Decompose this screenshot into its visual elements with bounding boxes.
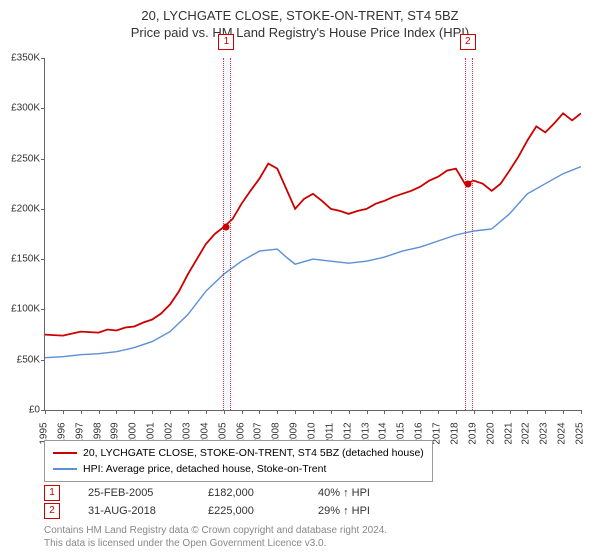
x-tick-mark bbox=[492, 410, 493, 414]
footer-line1: Contains HM Land Registry data © Crown c… bbox=[44, 524, 387, 537]
x-tick-label: 2018 bbox=[449, 419, 460, 449]
y-tick-mark bbox=[41, 360, 45, 361]
x-tick-label: 2019 bbox=[467, 419, 478, 449]
y-tick-mark bbox=[41, 108, 45, 109]
y-tick-label: £300K bbox=[0, 103, 40, 114]
footer: Contains HM Land Registry data © Crown c… bbox=[44, 524, 387, 550]
x-tick-mark bbox=[63, 410, 64, 414]
sale-marker-band bbox=[465, 58, 473, 410]
title-address: 20, LYCHGATE CLOSE, STOKE-ON-TRENT, ST4 … bbox=[0, 8, 600, 23]
y-tick-label: £200K bbox=[0, 203, 40, 214]
x-tick-mark bbox=[188, 410, 189, 414]
x-tick-mark bbox=[116, 410, 117, 414]
y-tick-label: £250K bbox=[0, 153, 40, 164]
y-tick-label: £50K bbox=[0, 354, 40, 365]
x-tick-mark bbox=[224, 410, 225, 414]
y-tick-mark bbox=[41, 209, 45, 210]
x-tick-mark bbox=[331, 410, 332, 414]
sale-price: £182,000 bbox=[208, 487, 318, 499]
footer-line2: This data is licensed under the Open Gov… bbox=[44, 537, 387, 550]
y-tick-label: £150K bbox=[0, 254, 40, 265]
x-tick-label: 2022 bbox=[521, 419, 532, 449]
x-tick-mark bbox=[420, 410, 421, 414]
titles: 20, LYCHGATE CLOSE, STOKE-ON-TRENT, ST4 … bbox=[0, 0, 600, 40]
x-tick-mark bbox=[170, 410, 171, 414]
series-svg bbox=[45, 58, 581, 410]
legend-row-hpi: HPI: Average price, detached house, Stok… bbox=[53, 461, 424, 477]
sale-marker-badge: 2 bbox=[460, 34, 476, 50]
x-tick-mark bbox=[99, 410, 100, 414]
sale-pct-vs-hpi: 29% ↑ HPI bbox=[318, 505, 438, 517]
sale-marker-dot bbox=[223, 223, 230, 230]
x-tick-mark bbox=[456, 410, 457, 414]
sale-row: 1 25-FEB-2005 £182,000 40% ↑ HPI bbox=[44, 484, 438, 502]
x-tick-mark bbox=[581, 410, 582, 414]
x-tick-mark bbox=[277, 410, 278, 414]
y-tick-label: £0 bbox=[0, 405, 40, 416]
legend-label-property: 20, LYCHGATE CLOSE, STOKE-ON-TRENT, ST4 … bbox=[83, 445, 424, 461]
sale-badge: 2 bbox=[44, 503, 60, 519]
x-tick-mark bbox=[295, 410, 296, 414]
x-tick-label: 2017 bbox=[432, 419, 443, 449]
sales-table: 1 25-FEB-2005 £182,000 40% ↑ HPI 2 31-AU… bbox=[44, 484, 438, 520]
y-tick-mark bbox=[41, 159, 45, 160]
legend-swatch-property bbox=[53, 452, 77, 454]
sale-price: £225,000 bbox=[208, 505, 318, 517]
x-tick-mark bbox=[563, 410, 564, 414]
legend-label-hpi: HPI: Average price, detached house, Stok… bbox=[83, 461, 326, 477]
y-tick-mark bbox=[41, 58, 45, 59]
sale-badge: 1 bbox=[44, 485, 60, 501]
x-tick-mark bbox=[402, 410, 403, 414]
legend-swatch-hpi bbox=[53, 468, 77, 470]
legend: 20, LYCHGATE CLOSE, STOKE-ON-TRENT, ST4 … bbox=[44, 440, 433, 482]
x-tick-mark bbox=[384, 410, 385, 414]
x-tick-label: 2020 bbox=[485, 419, 496, 449]
chart-container: 20, LYCHGATE CLOSE, STOKE-ON-TRENT, ST4 … bbox=[0, 0, 600, 560]
x-tick-label: 2025 bbox=[575, 419, 586, 449]
x-tick-mark bbox=[259, 410, 260, 414]
x-tick-label: 2023 bbox=[539, 419, 550, 449]
x-tick-mark bbox=[45, 410, 46, 414]
x-tick-mark bbox=[313, 410, 314, 414]
sale-date: 25-FEB-2005 bbox=[88, 487, 208, 499]
x-tick-mark bbox=[242, 410, 243, 414]
sale-marker-dot bbox=[464, 180, 471, 187]
x-tick-mark bbox=[510, 410, 511, 414]
title-subtitle: Price paid vs. HM Land Registry's House … bbox=[0, 25, 600, 40]
x-tick-mark bbox=[152, 410, 153, 414]
sale-row: 2 31-AUG-2018 £225,000 29% ↑ HPI bbox=[44, 502, 438, 520]
x-tick-mark bbox=[81, 410, 82, 414]
legend-row-property: 20, LYCHGATE CLOSE, STOKE-ON-TRENT, ST4 … bbox=[53, 445, 424, 461]
x-tick-mark bbox=[474, 410, 475, 414]
x-tick-mark bbox=[527, 410, 528, 414]
sale-pct-vs-hpi: 40% ↑ HPI bbox=[318, 487, 438, 499]
sale-date: 31-AUG-2018 bbox=[88, 505, 208, 517]
y-tick-label: £100K bbox=[0, 304, 40, 315]
x-tick-mark bbox=[349, 410, 350, 414]
series-line-property bbox=[45, 113, 581, 335]
x-tick-label: 2024 bbox=[557, 419, 568, 449]
x-tick-mark bbox=[134, 410, 135, 414]
x-tick-mark bbox=[206, 410, 207, 414]
y-tick-label: £350K bbox=[0, 53, 40, 64]
y-tick-mark bbox=[41, 309, 45, 310]
sale-marker-badge: 1 bbox=[218, 34, 234, 50]
x-tick-label: 2021 bbox=[503, 419, 514, 449]
sale-marker-band bbox=[223, 58, 231, 410]
x-tick-mark bbox=[438, 410, 439, 414]
x-tick-mark bbox=[367, 410, 368, 414]
series-line-hpi bbox=[45, 167, 581, 358]
plot-region: 12 bbox=[44, 58, 581, 411]
chart-area: 12 £0£50K£100K£150K£200K£250K£300K£350K1… bbox=[44, 58, 580, 410]
y-tick-mark bbox=[41, 259, 45, 260]
x-tick-mark bbox=[545, 410, 546, 414]
